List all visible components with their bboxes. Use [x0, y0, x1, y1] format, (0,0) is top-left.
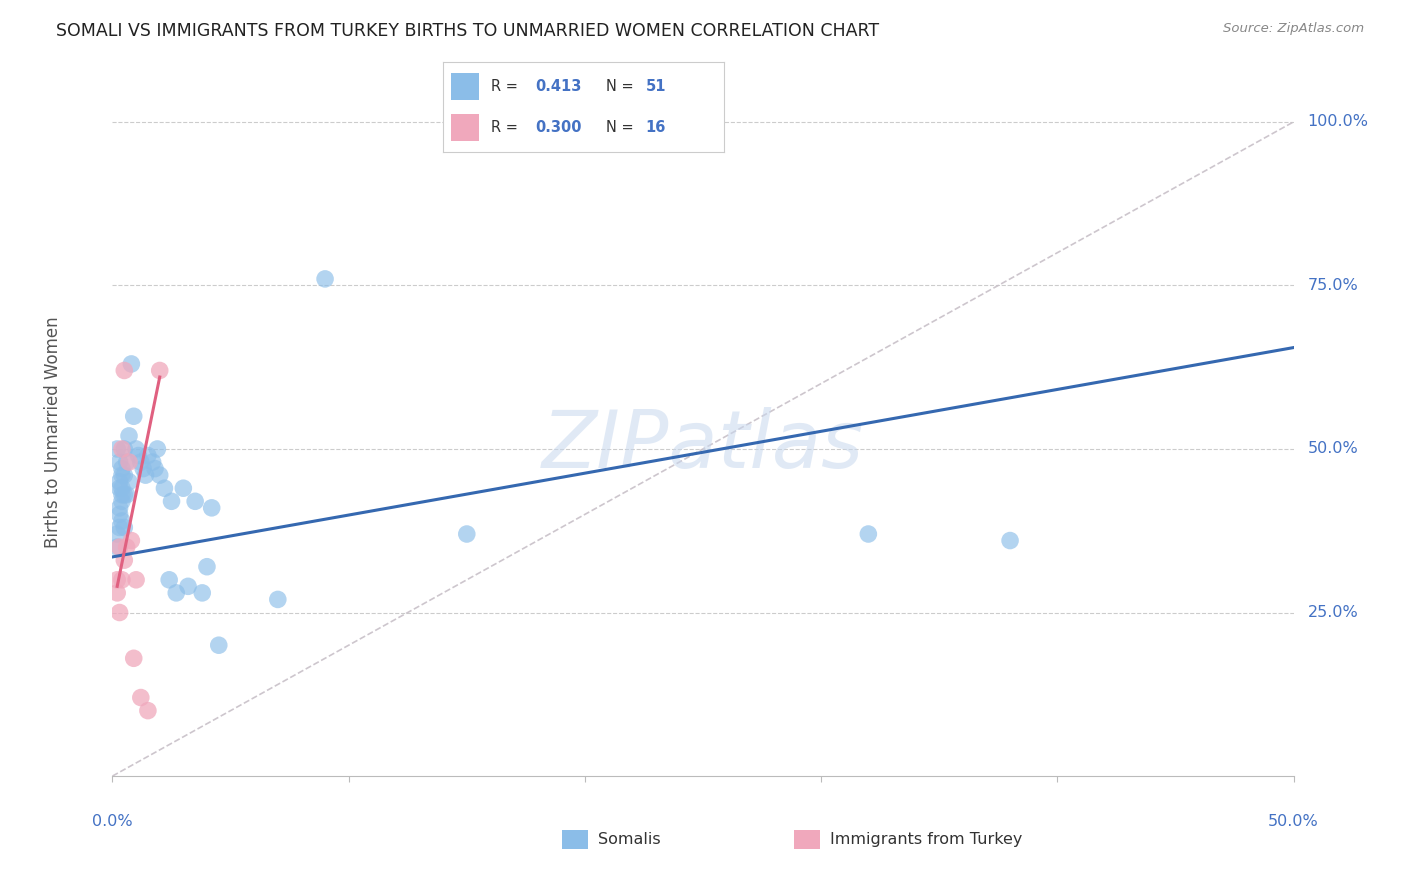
Point: [112, 468, 135, 483]
Text: 75.0%: 75.0%: [1308, 278, 1358, 293]
Point: [153, 481, 176, 495]
Point: [108, 520, 131, 534]
Point: [108, 481, 131, 495]
Point: [125, 442, 148, 456]
Text: 25.0%: 25.0%: [1308, 605, 1358, 620]
Point: [143, 461, 166, 475]
Point: [120, 533, 142, 548]
Point: [201, 500, 224, 515]
Text: N =: N =: [606, 120, 638, 135]
Text: R =: R =: [491, 120, 527, 135]
Point: [105, 527, 128, 541]
Point: [112, 442, 135, 456]
Point: [172, 481, 194, 495]
Text: Source: ZipAtlas.com: Source: ZipAtlas.com: [1223, 22, 1364, 36]
Text: 0.0%: 0.0%: [93, 814, 132, 829]
Point: [118, 429, 141, 443]
Point: [111, 442, 134, 456]
Point: [149, 468, 172, 483]
Point: [108, 500, 131, 515]
Point: [111, 468, 134, 483]
Point: [142, 455, 165, 469]
Text: Immigrants from Turkey: Immigrants from Turkey: [830, 832, 1022, 847]
Text: 51: 51: [645, 79, 666, 94]
Point: [132, 461, 155, 475]
Point: [146, 442, 169, 456]
Point: [108, 455, 131, 469]
Text: SOMALI VS IMMIGRANTS FROM TURKEY BIRTHS TO UNMARRIED WOMEN CORRELATION CHART: SOMALI VS IMMIGRANTS FROM TURKEY BIRTHS …: [56, 22, 879, 40]
Text: R =: R =: [491, 79, 527, 94]
Point: [112, 363, 135, 377]
Point: [111, 481, 134, 495]
Point: [112, 520, 135, 534]
Text: ZIPatlas: ZIPatlas: [541, 408, 865, 485]
Point: [129, 455, 152, 469]
Point: [115, 488, 138, 502]
Text: 0.300: 0.300: [536, 120, 582, 135]
Point: [184, 494, 207, 508]
Point: [122, 409, 145, 424]
Text: 50.0%: 50.0%: [1268, 814, 1319, 829]
Point: [120, 357, 142, 371]
Point: [136, 449, 159, 463]
Point: [111, 488, 134, 502]
Point: [858, 527, 880, 541]
Point: [127, 449, 149, 463]
Text: Births to Unmarried Women: Births to Unmarried Women: [45, 317, 62, 549]
Point: [129, 690, 152, 705]
FancyBboxPatch shape: [451, 73, 479, 100]
Point: [135, 468, 157, 483]
Point: [208, 638, 231, 652]
FancyBboxPatch shape: [451, 114, 479, 141]
Point: [314, 272, 336, 286]
Point: [122, 651, 145, 665]
Text: 50.0%: 50.0%: [1308, 442, 1358, 457]
Text: N =: N =: [606, 79, 638, 94]
Point: [267, 592, 290, 607]
Point: [111, 461, 134, 475]
Text: Somalis: Somalis: [598, 832, 661, 847]
Point: [105, 442, 128, 456]
Text: 0.413: 0.413: [536, 79, 582, 94]
Text: 16: 16: [645, 120, 665, 135]
Point: [125, 573, 148, 587]
Point: [456, 527, 478, 541]
Point: [191, 586, 214, 600]
Point: [112, 488, 135, 502]
Point: [105, 540, 128, 554]
Point: [136, 704, 159, 718]
Point: [118, 475, 141, 489]
Point: [195, 559, 218, 574]
Point: [149, 363, 172, 377]
Point: [115, 455, 138, 469]
Point: [108, 475, 131, 489]
Point: [108, 508, 131, 522]
Point: [998, 533, 1021, 548]
Point: [108, 606, 131, 620]
Point: [115, 540, 138, 554]
Point: [105, 573, 128, 587]
Point: [111, 494, 134, 508]
Point: [118, 455, 141, 469]
Point: [112, 553, 135, 567]
Point: [157, 573, 180, 587]
Point: [105, 586, 128, 600]
Point: [108, 540, 131, 554]
Point: [165, 586, 187, 600]
Point: [111, 514, 134, 528]
Point: [177, 579, 200, 593]
Text: 100.0%: 100.0%: [1308, 114, 1368, 129]
Point: [111, 573, 134, 587]
Point: [160, 494, 183, 508]
